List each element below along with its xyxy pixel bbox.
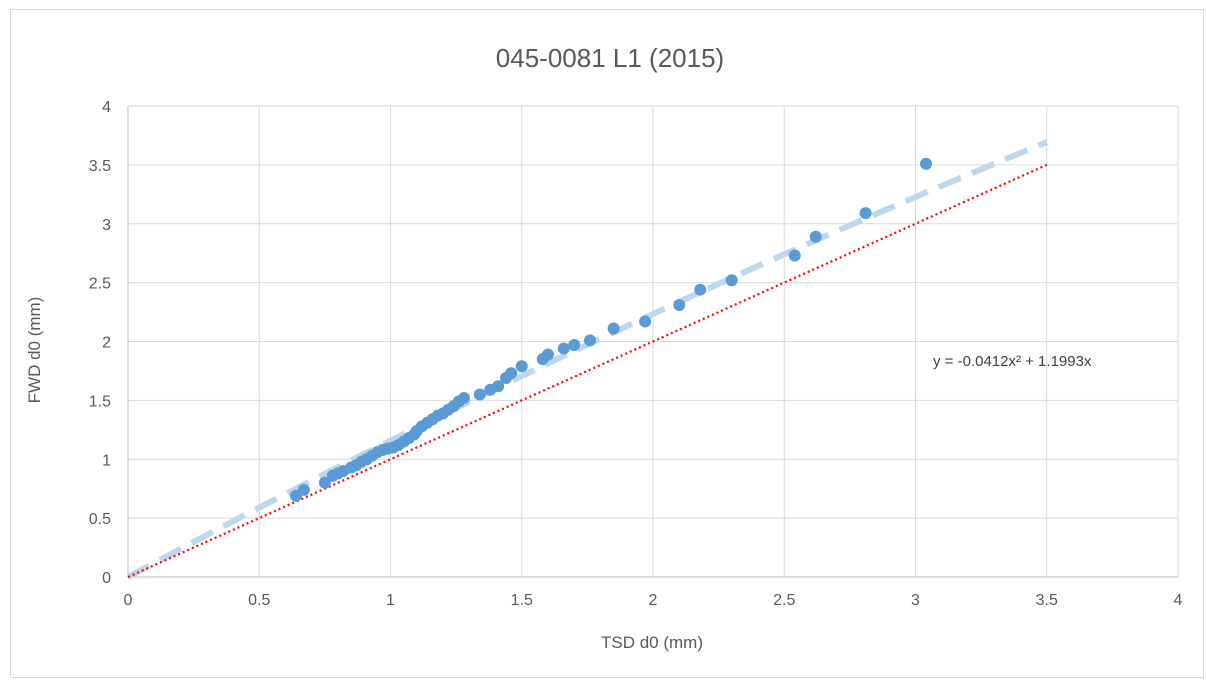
chart-frame: 045-0081 L1 (2015) 0 0.5 1 1.5 2 2.5 3 3.5 4 0 0.5… xyxy=(10,9,1204,678)
x-tick-label: 1 xyxy=(386,592,395,609)
x-tick-label: 2.5 xyxy=(773,592,795,609)
y-tick-label: 4 xyxy=(102,99,111,116)
x-tick-label: 3.5 xyxy=(1036,592,1058,609)
data-point xyxy=(542,348,554,361)
trendline-layer xyxy=(126,139,1048,580)
data-point xyxy=(515,360,528,373)
scatter-chart: 045-0081 L1 (2015) 0 0.5 1 1.5 2 2.5 3 3.5 4 0 0.5… xyxy=(25,43,1183,652)
x-tick-label: 2 xyxy=(649,592,658,609)
x-tick-label: 0.5 xyxy=(248,592,270,609)
y-tick-label: 1.5 xyxy=(89,393,111,410)
data-point xyxy=(639,315,652,328)
gridlines xyxy=(128,105,1179,577)
y-tick-label: 0.5 xyxy=(89,511,111,528)
data-point xyxy=(788,249,801,262)
data-point xyxy=(584,334,596,347)
x-axis-title: TSD d0 (mm) xyxy=(601,633,703,652)
data-point xyxy=(557,342,570,355)
y-tick-label: 2.5 xyxy=(89,276,111,293)
x-tick-label: 0 xyxy=(124,592,133,609)
data-point xyxy=(694,283,707,296)
data-point xyxy=(458,392,470,405)
data-point xyxy=(725,274,738,287)
x-tick-label: 4 xyxy=(1174,592,1183,609)
y-tick-label: 3.5 xyxy=(89,158,111,175)
chart-title: 045-0081 L1 (2015) xyxy=(496,43,724,73)
polynomial-trendline xyxy=(126,139,1048,580)
equality-line xyxy=(127,163,1048,579)
axes xyxy=(127,106,1178,578)
data-point xyxy=(673,298,686,311)
data-point xyxy=(859,207,872,220)
x-tick-label: 1.5 xyxy=(511,592,533,609)
y-tick-label: 1 xyxy=(102,452,111,469)
data-point xyxy=(809,230,822,243)
data-points xyxy=(290,157,932,502)
data-point xyxy=(920,157,932,170)
trendline-equation: y = -0.0412x² + 1.1993x xyxy=(933,353,1092,370)
data-point xyxy=(297,483,310,496)
data-point xyxy=(607,322,620,335)
y-axis-title: FWD d0 (mm) xyxy=(25,297,44,404)
data-point xyxy=(568,339,581,352)
tick-labels: 0 0.5 1 1.5 2 2.5 3 3.5 4 0 0.5 1 1.5 2 2.5 3 3.5 4 xyxy=(89,99,1183,609)
data-point xyxy=(492,380,505,393)
y-tick-label: 3 xyxy=(102,217,111,234)
data-point xyxy=(473,388,486,401)
data-point xyxy=(505,367,518,380)
data-point xyxy=(318,476,331,489)
y-tick-label: 2 xyxy=(102,335,111,352)
equality-line-layer xyxy=(127,163,1048,579)
y-tick-label: 0 xyxy=(102,570,111,587)
x-tick-label: 3 xyxy=(911,592,920,609)
